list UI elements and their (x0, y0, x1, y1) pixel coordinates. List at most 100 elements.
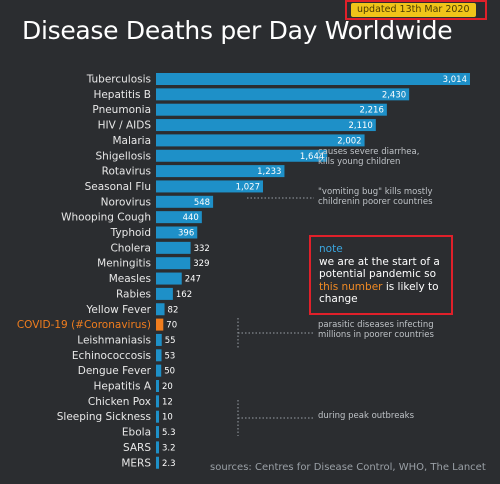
bar (156, 272, 182, 285)
value-label: 2,216 (360, 106, 384, 116)
bar (156, 441, 159, 454)
value-label: 548 (194, 198, 210, 208)
bar (156, 257, 191, 270)
value-label: 1,233 (257, 167, 281, 177)
bar (156, 410, 159, 423)
value-label: 53 (165, 351, 176, 361)
bar (156, 456, 159, 469)
value-label: 3,014 (443, 75, 467, 85)
category-label: Shigellosis (96, 150, 151, 162)
bar (156, 149, 328, 162)
value-label: 2,110 (348, 121, 372, 131)
bar (156, 165, 285, 178)
bar (156, 241, 191, 254)
value-label: 2.3 (162, 459, 176, 469)
value-label: 329 (193, 259, 209, 269)
category-label: Yellow Fever (85, 304, 151, 316)
note-heading: note (319, 243, 343, 255)
bar (156, 380, 159, 392)
note-box: note we are at the start of a potential … (309, 235, 453, 315)
category-label: Malaria (112, 135, 151, 147)
category-label: Typhoid (110, 227, 151, 239)
value-label: 10 (162, 413, 173, 423)
annotation-line: childrenin poorer countries (318, 197, 433, 207)
category-label: Dengue Fever (78, 365, 152, 377)
category-label: Hepatitis A (93, 381, 151, 393)
value-label: 3.2 (162, 443, 176, 453)
value-label: 70 (166, 321, 177, 331)
category-label: Measles (109, 273, 151, 285)
category-label: Tuberculosis (86, 74, 151, 86)
bar (156, 119, 376, 132)
value-label: 55 (165, 336, 176, 346)
annotation-outbreaks: during peak outbreaks (318, 411, 414, 421)
note-highlight: this number (319, 280, 383, 293)
annotation-line: "vomiting bug" kills mostly (318, 187, 433, 197)
chart-title: Disease Deaths per Day Worldwide (22, 16, 453, 45)
note-text-after: is likely to change (319, 280, 439, 306)
bar (156, 195, 214, 208)
updated-badge: updated 13th Mar 2020 (351, 3, 476, 17)
category-label: Norovirus (101, 196, 151, 208)
bar (156, 211, 202, 224)
annotation-line: causes severe diarrhea, (318, 147, 420, 157)
bar (156, 333, 162, 346)
note-text-before: we are at the start of a potential pande… (319, 255, 440, 281)
value-label: 332 (194, 244, 210, 254)
bar (156, 395, 159, 408)
category-label: Ebola (122, 427, 151, 439)
bar (156, 426, 159, 439)
bar (156, 349, 162, 362)
value-label: 247 (185, 275, 201, 285)
bar (156, 103, 387, 116)
bar (156, 88, 410, 101)
annotation-line: parasitic diseases infecting (318, 320, 434, 330)
category-label: Whooping Cough (61, 212, 151, 224)
bar (156, 180, 263, 193)
value-label: 5.3 (162, 428, 176, 438)
category-label: COVID-19 (#Coronavirus) (17, 319, 151, 331)
value-label: 1,644 (300, 152, 324, 162)
value-label: 50 (164, 367, 175, 377)
bar (156, 364, 162, 377)
annotation-shigellosis: causes severe diarrhea, kills young chil… (318, 147, 419, 167)
annotation-norovirus: "vomiting bug" kills mostly childrenin p… (318, 187, 433, 207)
updated-highlight-box (345, 0, 487, 20)
value-label: 1,027 (236, 182, 260, 192)
annotation-line: millions in poorer countries (318, 330, 434, 340)
value-label: 396 (178, 229, 194, 239)
category-label: Hepatitis B (93, 89, 151, 101)
category-label: Chicken Pox (88, 396, 151, 408)
value-label: 20 (162, 382, 173, 392)
category-label: Rotavirus (102, 166, 151, 178)
bar (156, 134, 365, 147)
category-label: Rabies (116, 288, 151, 300)
category-label: MERS (121, 457, 151, 469)
value-label: 2,002 (337, 136, 361, 146)
sources-footer: sources: Centres for Disease Control, WH… (210, 462, 486, 473)
value-label: 2,430 (382, 90, 406, 100)
value-label: 440 (183, 213, 199, 223)
value-label: 12 (162, 397, 173, 407)
annotation-parasitic: parasitic diseases infecting millions in… (318, 320, 434, 340)
category-label: Meningitis (97, 258, 151, 270)
value-label: 162 (176, 290, 192, 300)
bar (156, 303, 165, 316)
category-label: Leishmaniasis (77, 334, 151, 346)
value-label: 82 (168, 305, 179, 315)
bar (156, 318, 164, 331)
category-label: SARS (123, 442, 151, 454)
bar (156, 287, 173, 300)
category-label: Sleeping Sickness (57, 411, 151, 423)
bar (156, 226, 198, 239)
category-label: Seasonal Flu (85, 181, 151, 193)
category-label: HIV / AIDS (98, 120, 152, 132)
annotation-line: kills young children (318, 157, 401, 167)
category-label: Cholera (110, 242, 151, 254)
category-label: Echinococcosis (72, 350, 151, 362)
category-label: Pneumonia (92, 104, 151, 116)
bar (156, 73, 470, 85)
annotation-line: during peak outbreaks (318, 411, 414, 421)
